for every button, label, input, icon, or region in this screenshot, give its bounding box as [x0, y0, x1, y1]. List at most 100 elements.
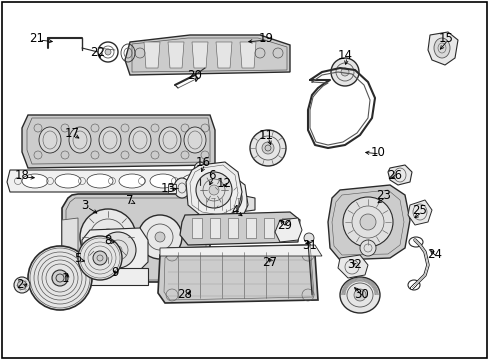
Polygon shape — [192, 218, 202, 238]
Ellipse shape — [359, 240, 375, 256]
Text: 3: 3 — [81, 198, 88, 212]
Ellipse shape — [359, 214, 375, 230]
Polygon shape — [216, 42, 231, 68]
Ellipse shape — [18, 280, 26, 289]
Ellipse shape — [339, 277, 379, 313]
Ellipse shape — [28, 246, 92, 310]
Ellipse shape — [97, 255, 103, 261]
Text: 26: 26 — [386, 168, 402, 181]
Polygon shape — [427, 32, 457, 65]
Polygon shape — [22, 115, 215, 168]
Ellipse shape — [174, 178, 190, 198]
Ellipse shape — [209, 182, 242, 214]
Ellipse shape — [342, 197, 392, 247]
Text: 14: 14 — [337, 49, 352, 62]
Ellipse shape — [208, 185, 219, 195]
Ellipse shape — [78, 236, 122, 280]
Ellipse shape — [330, 58, 358, 86]
Text: 18: 18 — [15, 168, 29, 181]
Ellipse shape — [155, 232, 164, 242]
Text: 20: 20 — [187, 68, 202, 81]
Text: 10: 10 — [370, 145, 385, 158]
Polygon shape — [407, 200, 431, 225]
Ellipse shape — [114, 246, 122, 254]
Polygon shape — [62, 194, 209, 282]
Polygon shape — [143, 42, 160, 68]
Text: 1: 1 — [61, 271, 69, 284]
Polygon shape — [245, 218, 256, 238]
Text: 23: 23 — [376, 189, 390, 202]
Polygon shape — [158, 245, 317, 303]
Polygon shape — [62, 218, 78, 260]
Polygon shape — [125, 35, 289, 75]
Polygon shape — [282, 218, 291, 238]
Ellipse shape — [194, 162, 205, 178]
Polygon shape — [7, 170, 218, 192]
Text: 27: 27 — [262, 256, 277, 269]
Text: 12: 12 — [216, 176, 231, 189]
Polygon shape — [180, 212, 299, 245]
Ellipse shape — [353, 289, 365, 301]
Ellipse shape — [249, 130, 285, 166]
Text: 9: 9 — [111, 266, 119, 279]
Ellipse shape — [80, 209, 136, 265]
Text: 6: 6 — [208, 168, 215, 181]
Polygon shape — [327, 185, 409, 260]
Text: 11: 11 — [258, 129, 273, 141]
Text: 24: 24 — [427, 248, 442, 261]
Ellipse shape — [99, 127, 121, 153]
Ellipse shape — [129, 127, 151, 153]
Text: 13: 13 — [160, 181, 175, 194]
Text: 22: 22 — [90, 45, 105, 59]
Ellipse shape — [222, 194, 229, 202]
Text: 29: 29 — [277, 219, 292, 231]
Ellipse shape — [55, 174, 81, 188]
Ellipse shape — [433, 38, 449, 58]
Text: 15: 15 — [438, 32, 452, 45]
Ellipse shape — [100, 229, 116, 245]
Ellipse shape — [52, 270, 68, 286]
Ellipse shape — [14, 277, 30, 293]
Text: 8: 8 — [104, 234, 111, 247]
Polygon shape — [82, 228, 148, 270]
Polygon shape — [209, 218, 220, 238]
Ellipse shape — [56, 274, 64, 282]
Polygon shape — [337, 255, 367, 278]
Text: 30: 30 — [354, 288, 368, 302]
Polygon shape — [160, 245, 321, 256]
Ellipse shape — [138, 215, 182, 259]
Ellipse shape — [196, 172, 231, 208]
Polygon shape — [168, 42, 183, 68]
Polygon shape — [195, 195, 254, 212]
Polygon shape — [264, 218, 273, 238]
Ellipse shape — [340, 68, 348, 76]
Text: 32: 32 — [347, 258, 362, 271]
Polygon shape — [168, 184, 176, 193]
Polygon shape — [192, 42, 207, 68]
Ellipse shape — [264, 145, 270, 151]
Ellipse shape — [100, 232, 136, 268]
Text: 31: 31 — [302, 239, 317, 252]
Polygon shape — [185, 162, 242, 218]
Ellipse shape — [119, 174, 145, 188]
Ellipse shape — [93, 251, 107, 265]
Text: 19: 19 — [258, 32, 273, 45]
Ellipse shape — [262, 142, 273, 154]
Ellipse shape — [22, 174, 48, 188]
Polygon shape — [90, 268, 148, 285]
Ellipse shape — [304, 233, 313, 243]
Text: 7: 7 — [126, 194, 134, 207]
Text: 4: 4 — [231, 203, 238, 216]
Text: 17: 17 — [64, 126, 80, 140]
Ellipse shape — [159, 127, 181, 153]
Ellipse shape — [69, 127, 91, 153]
Polygon shape — [274, 218, 302, 242]
Ellipse shape — [87, 174, 113, 188]
Text: 2: 2 — [16, 279, 24, 292]
Polygon shape — [240, 42, 256, 68]
Text: 25: 25 — [412, 203, 427, 216]
Polygon shape — [227, 218, 238, 238]
Ellipse shape — [182, 174, 207, 188]
Ellipse shape — [183, 127, 205, 153]
Ellipse shape — [39, 127, 61, 153]
